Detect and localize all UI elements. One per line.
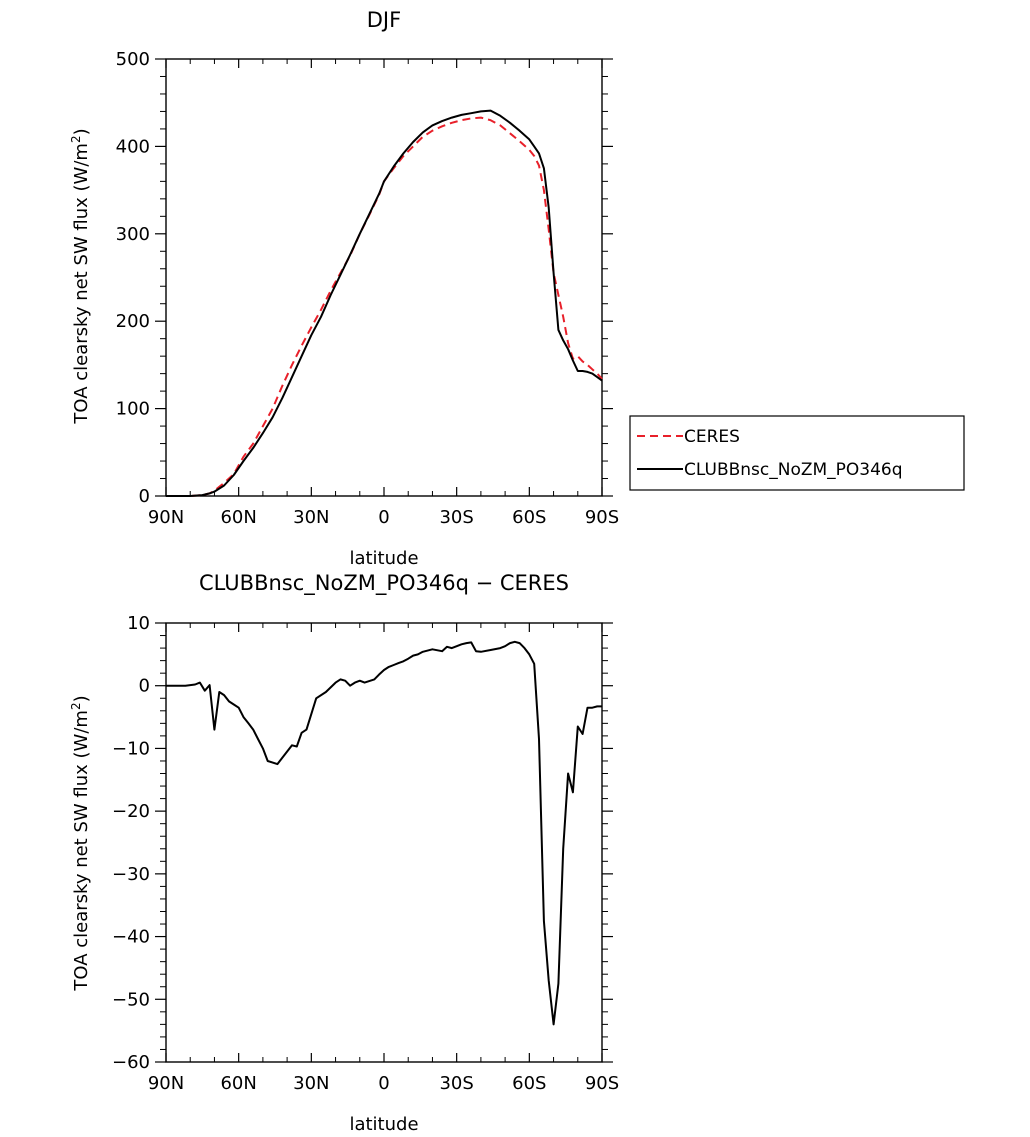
top-x-tick-label: 30N [293,507,329,528]
bottom-y-tick-label: −30 [112,864,150,885]
top-x-tick-label: 90N [148,507,184,528]
top-series-line-1 [166,109,603,497]
top-frame [165,58,603,497]
top-y-axis-label: TOA clearsky net SW flux (W/m2) [69,128,92,424]
legend-label-ceres: CERES [684,427,740,447]
top-series-line-0 [166,116,603,497]
top-y-tick-label: 300 [116,224,150,245]
bottom-y-tick-label: 10 [127,613,150,634]
bottom-y-tick-label: 0 [139,676,150,697]
bottom-y-axis-label: TOA clearsky net SW flux (W/m2) [69,695,92,991]
bottom-x-tick-label: 30S [439,1073,473,1094]
top-y-tick-label: 400 [116,136,150,157]
top-chart-title: DJF [367,8,401,32]
legend: CERES CLUBBnsc_NoZM_PO346q [629,415,965,491]
legend-label-model: CLUBBnsc_NoZM_PO346q [684,460,903,480]
top-x-tick-label: 90S [585,507,619,528]
bottom-x-tick-label: 0 [378,1073,389,1094]
top-x-tick-label: 60N [220,507,256,528]
bottom-y-tick-label: −60 [112,1052,150,1073]
bottom-x-tick-label: 90N [148,1073,184,1094]
top-x-axis-label: latitude [349,548,418,569]
top-x-tick-label: 0 [378,507,389,528]
bottom-x-axis-label: latitude [349,1114,418,1135]
top-y-tick-label: 0 [139,486,150,507]
top-y-tick-label: 100 [116,399,150,420]
top-x-tick-label: 60S [512,507,546,528]
bottom-chart-title: CLUBBnsc_NoZM_PO346q − CERES [199,571,569,596]
bottom-x-tick-label: 30N [293,1073,329,1094]
bottom-chart: CLUBBnsc_NoZM_PO346q − CERES 90N 60N 30N 0 3… [69,571,619,1135]
top-x-tick-label: 30S [439,507,473,528]
bottom-x-tick-label: 60N [220,1073,256,1094]
bottom-y-tick-label: −20 [112,801,150,822]
top-y-tick-label: 500 [116,49,150,70]
bottom-plot-area: 90N 60N 30N 0 30S 60S 90S −60 −50 −40 −30 −20 −10 0 10 [112,613,619,1094]
bottom-y-tick-label: −50 [112,989,150,1010]
bottom-x-tick-label: 90S [585,1073,619,1094]
bottom-y-tick-label: −40 [112,927,150,948]
bottom-y-tick-label: −10 [112,738,150,759]
legend-box [629,415,965,491]
bottom-series-line-0 [166,640,602,1026]
top-plot-area: 90N 60N 30N 0 30S 60S 90S 0 100 200 300 400 500 [116,49,620,528]
bottom-x-tick-label: 60S [512,1073,546,1094]
top-y-tick-label: 200 [116,311,150,332]
top-chart: DJF 90N 60N 30N 0 30S 60S 90S0100200300400500 … [69,8,965,569]
